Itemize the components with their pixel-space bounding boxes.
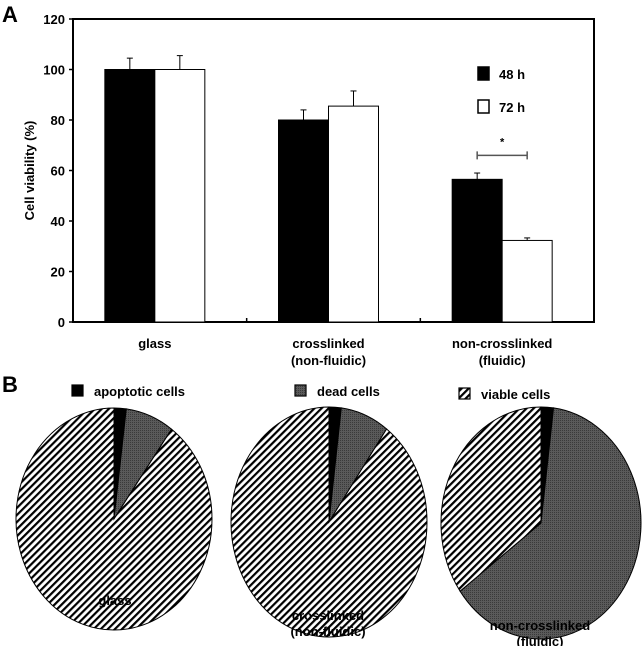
x-category-label: (non-fluidic)	[291, 353, 366, 368]
y-tick-label: 120	[43, 12, 65, 27]
pie-slice-viable-cells	[15, 407, 213, 631]
legend-swatch	[71, 384, 84, 397]
pie-label: glass	[98, 593, 131, 608]
legend-label: 48 h	[499, 67, 525, 82]
bar-48h	[278, 119, 329, 323]
pie-slice-viable-cells	[440, 406, 542, 592]
y-tick-label: 20	[51, 265, 65, 280]
legend-swatch	[477, 99, 490, 114]
y-tick-label: 40	[51, 214, 65, 229]
legend-swatch	[477, 66, 490, 81]
pie-label: (fluidic)	[517, 634, 564, 646]
bar-72h	[501, 239, 553, 323]
significance-marker: *	[500, 136, 505, 148]
bar-48h	[104, 69, 156, 323]
bar-48h	[451, 178, 503, 323]
y-tick-label: 80	[51, 113, 65, 128]
pie-slice-viable-cells	[230, 406, 428, 638]
pie-label: crosslinked	[292, 608, 364, 623]
y-tick-label: 100	[43, 63, 65, 78]
legend-label: viable cells	[481, 387, 550, 402]
panel-label-b: B	[2, 372, 18, 397]
legend-label: apoptotic cells	[94, 384, 185, 399]
pie-label: (non-fluidic)	[290, 624, 365, 639]
x-category-label: crosslinked	[292, 336, 364, 351]
bar-chart: 0 20 40 60 80 100 120 Cell viability (%) glass cr…	[22, 12, 595, 368]
y-tick-label: 0	[58, 315, 65, 330]
x-category-label: glass	[138, 336, 171, 351]
legend-swatch	[294, 384, 307, 397]
pie-label: non-crosslinked	[490, 618, 590, 633]
legend-label: dead cells	[317, 384, 380, 399]
x-category-label: non-crosslinked	[452, 336, 552, 351]
legend-swatch	[458, 387, 471, 400]
y-axis-label: Cell viability (%)	[22, 121, 37, 221]
pie-charts: apoptotic cells dead cells viable cells gla…	[15, 384, 642, 646]
bar-72h	[328, 105, 379, 323]
x-category-label: (fluidic)	[479, 353, 526, 368]
legend-label: 72 h	[499, 100, 525, 115]
significance-bracket	[476, 151, 528, 160]
y-tick-label: 60	[51, 164, 65, 179]
pie-slice-dead-cells	[459, 407, 642, 640]
bar-72h	[154, 69, 206, 323]
panel-label-a: A	[2, 2, 18, 27]
